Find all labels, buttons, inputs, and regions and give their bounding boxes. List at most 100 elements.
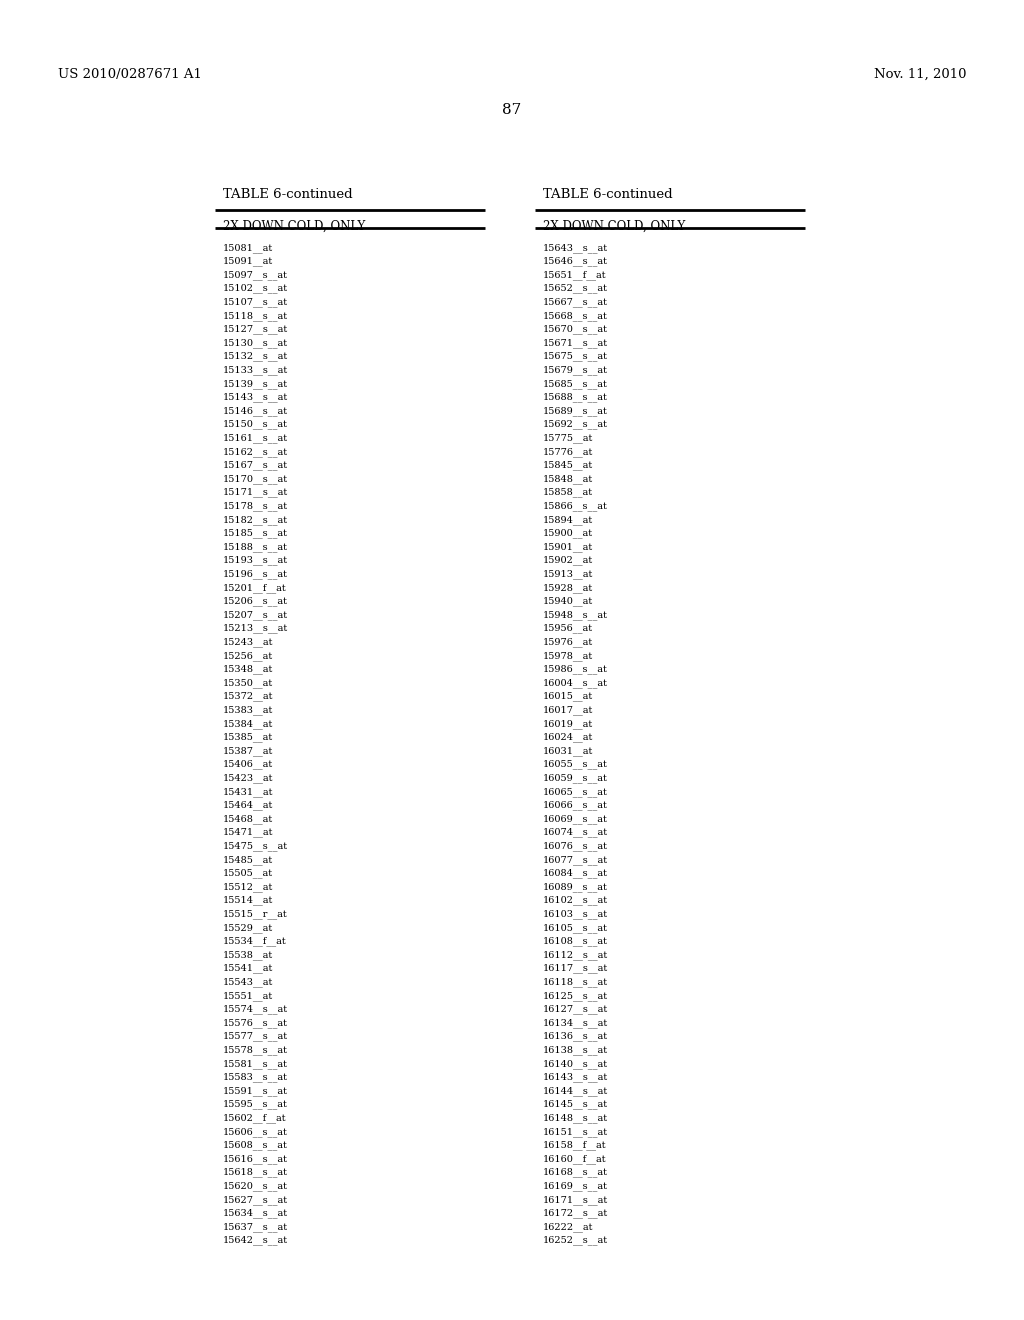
Text: 15685__s__at: 15685__s__at [543, 379, 608, 388]
Text: 15182__s__at: 15182__s__at [223, 515, 288, 524]
Text: 15667__s__at: 15667__s__at [543, 297, 608, 308]
Text: 15485__at: 15485__at [223, 855, 273, 865]
Text: 15534__f__at: 15534__f__at [223, 937, 287, 946]
Text: 16102__s__at: 16102__s__at [543, 896, 608, 906]
Text: 16015__at: 16015__at [543, 692, 593, 701]
Text: 15670__s__at: 15670__s__at [543, 325, 608, 334]
Text: 15577__s__at: 15577__s__at [223, 1032, 288, 1041]
Text: 15845__at: 15845__at [543, 461, 593, 470]
Text: 15505__at: 15505__at [223, 869, 273, 878]
Text: TABLE 6-continued: TABLE 6-continued [543, 187, 673, 201]
Text: 15188__s__at: 15188__s__at [223, 543, 288, 552]
Text: 15515__r__at: 15515__r__at [223, 909, 288, 919]
Text: 16172__s__at: 16172__s__at [543, 1209, 608, 1218]
Text: 15543__at: 15543__at [223, 977, 273, 987]
Text: 16024__at: 16024__at [543, 733, 593, 742]
Text: 16151__s__at: 16151__s__at [543, 1127, 608, 1137]
Text: 16168__s__at: 16168__s__at [543, 1168, 608, 1177]
Text: 15642__s__at: 15642__s__at [223, 1236, 288, 1246]
Text: 15081__at: 15081__at [223, 243, 273, 252]
Text: 16134__s__at: 16134__s__at [543, 1018, 608, 1028]
Text: US 2010/0287671 A1: US 2010/0287671 A1 [58, 69, 202, 81]
Text: 15350__at: 15350__at [223, 678, 273, 688]
Text: 15620__s__at: 15620__s__at [223, 1181, 288, 1191]
Text: 15689__s__at: 15689__s__at [543, 407, 608, 416]
Text: 15646__s__at: 15646__s__at [543, 256, 608, 267]
Text: 15606__s__at: 15606__s__at [223, 1127, 288, 1137]
Text: 15127__s__at: 15127__s__at [223, 325, 288, 334]
Text: 15616__s__at: 15616__s__at [223, 1154, 288, 1164]
Text: 15097__s__at: 15097__s__at [223, 271, 288, 280]
Text: 15132__s__at: 15132__s__at [223, 352, 288, 362]
Text: 15652__s__at: 15652__s__at [543, 284, 608, 293]
Text: 15948__s__at: 15948__s__at [543, 610, 608, 620]
Text: 16084__s__at: 16084__s__at [543, 869, 608, 878]
Text: 15986__s__at: 15986__s__at [543, 664, 608, 675]
Text: 15464__at: 15464__at [223, 801, 273, 810]
Text: 15583__s__at: 15583__s__at [223, 1073, 288, 1082]
Text: 15143__s__at: 15143__s__at [223, 392, 288, 403]
Text: 15595__s__at: 15595__s__at [223, 1100, 288, 1110]
Text: 15118__s__at: 15118__s__at [223, 312, 288, 321]
Text: 16171__s__at: 16171__s__at [543, 1195, 608, 1205]
Text: 16118__s__at: 16118__s__at [543, 977, 608, 987]
Text: 16019__at: 16019__at [543, 719, 593, 729]
Text: 15146__s__at: 15146__s__at [223, 407, 288, 416]
Text: 15901__at: 15901__at [543, 543, 593, 552]
Text: 15171__s__at: 15171__s__at [223, 488, 288, 498]
Text: Nov. 11, 2010: Nov. 11, 2010 [873, 69, 966, 81]
Text: 16169__s__at: 16169__s__at [543, 1181, 608, 1191]
Text: 15776__at: 15776__at [543, 447, 593, 457]
Text: 15423__at: 15423__at [223, 774, 273, 783]
Text: 15578__s__at: 15578__s__at [223, 1045, 288, 1055]
Text: 16108__s__at: 16108__s__at [543, 937, 608, 946]
Text: 15978__at: 15978__at [543, 651, 593, 661]
Text: 15574__s__at: 15574__s__at [223, 1005, 288, 1014]
Text: 16065__s__at: 16065__s__at [543, 787, 608, 797]
Text: 15976__at: 15976__at [543, 638, 593, 647]
Text: 16031__at: 16031__at [543, 746, 593, 756]
Text: 15602__f__at: 15602__f__at [223, 1113, 287, 1123]
Text: 15384__at: 15384__at [223, 719, 273, 729]
Text: 16148__s__at: 16148__s__at [543, 1113, 608, 1123]
Text: 16112__s__at: 16112__s__at [543, 950, 608, 960]
Text: 16105__s__at: 16105__s__at [543, 923, 608, 933]
Text: 16125__s__at: 16125__s__at [543, 991, 608, 1001]
Text: 16074__s__at: 16074__s__at [543, 828, 608, 837]
Text: 15193__s__at: 15193__s__at [223, 556, 288, 565]
Text: 15150__s__at: 15150__s__at [223, 420, 288, 429]
Text: 16140__s__at: 16140__s__at [543, 1059, 608, 1069]
Text: 15161__s__at: 15161__s__at [223, 433, 288, 444]
Text: 16144__s__at: 16144__s__at [543, 1086, 608, 1096]
Text: 15196__s__at: 15196__s__at [223, 569, 288, 579]
Text: 15651__f__at: 15651__f__at [543, 271, 606, 280]
Text: 15775__at: 15775__at [543, 433, 593, 444]
Text: 16066__s__at: 16066__s__at [543, 801, 608, 810]
Text: 15139__s__at: 15139__s__at [223, 379, 288, 388]
Text: 16059__s__at: 16059__s__at [543, 774, 608, 783]
Text: 15541__at: 15541__at [223, 964, 273, 973]
Text: 15902__at: 15902__at [543, 556, 593, 565]
Text: 15608__s__at: 15608__s__at [223, 1140, 288, 1150]
Text: 15692__s__at: 15692__s__at [543, 420, 608, 429]
Text: 15675__s__at: 15675__s__at [543, 352, 608, 362]
Text: 16143__s__at: 16143__s__at [543, 1073, 608, 1082]
Text: 87: 87 [503, 103, 521, 117]
Text: 16145__s__at: 16145__s__at [543, 1100, 608, 1110]
Text: 16089__s__at: 16089__s__at [543, 882, 608, 892]
Text: 15170__s__at: 15170__s__at [223, 474, 288, 484]
Text: 16076__s__at: 16076__s__at [543, 841, 608, 851]
Text: 15928__at: 15928__at [543, 583, 593, 593]
Text: 15475__s__at: 15475__s__at [223, 841, 288, 851]
Text: 15643__s__at: 15643__s__at [543, 243, 608, 252]
Text: 15866__s__at: 15866__s__at [543, 502, 608, 511]
Text: 15688__s__at: 15688__s__at [543, 392, 608, 403]
Text: 15348__at: 15348__at [223, 664, 273, 675]
Text: 15512__at: 15512__at [223, 882, 273, 892]
Text: 16222__at: 16222__at [543, 1222, 594, 1232]
Text: 15618__s__at: 15618__s__at [223, 1168, 288, 1177]
Text: 15201__f__at: 15201__f__at [223, 583, 287, 593]
Text: 15576__s__at: 15576__s__at [223, 1018, 288, 1028]
Text: 15668__s__at: 15668__s__at [543, 312, 608, 321]
Text: 16017__at: 16017__at [543, 705, 593, 715]
